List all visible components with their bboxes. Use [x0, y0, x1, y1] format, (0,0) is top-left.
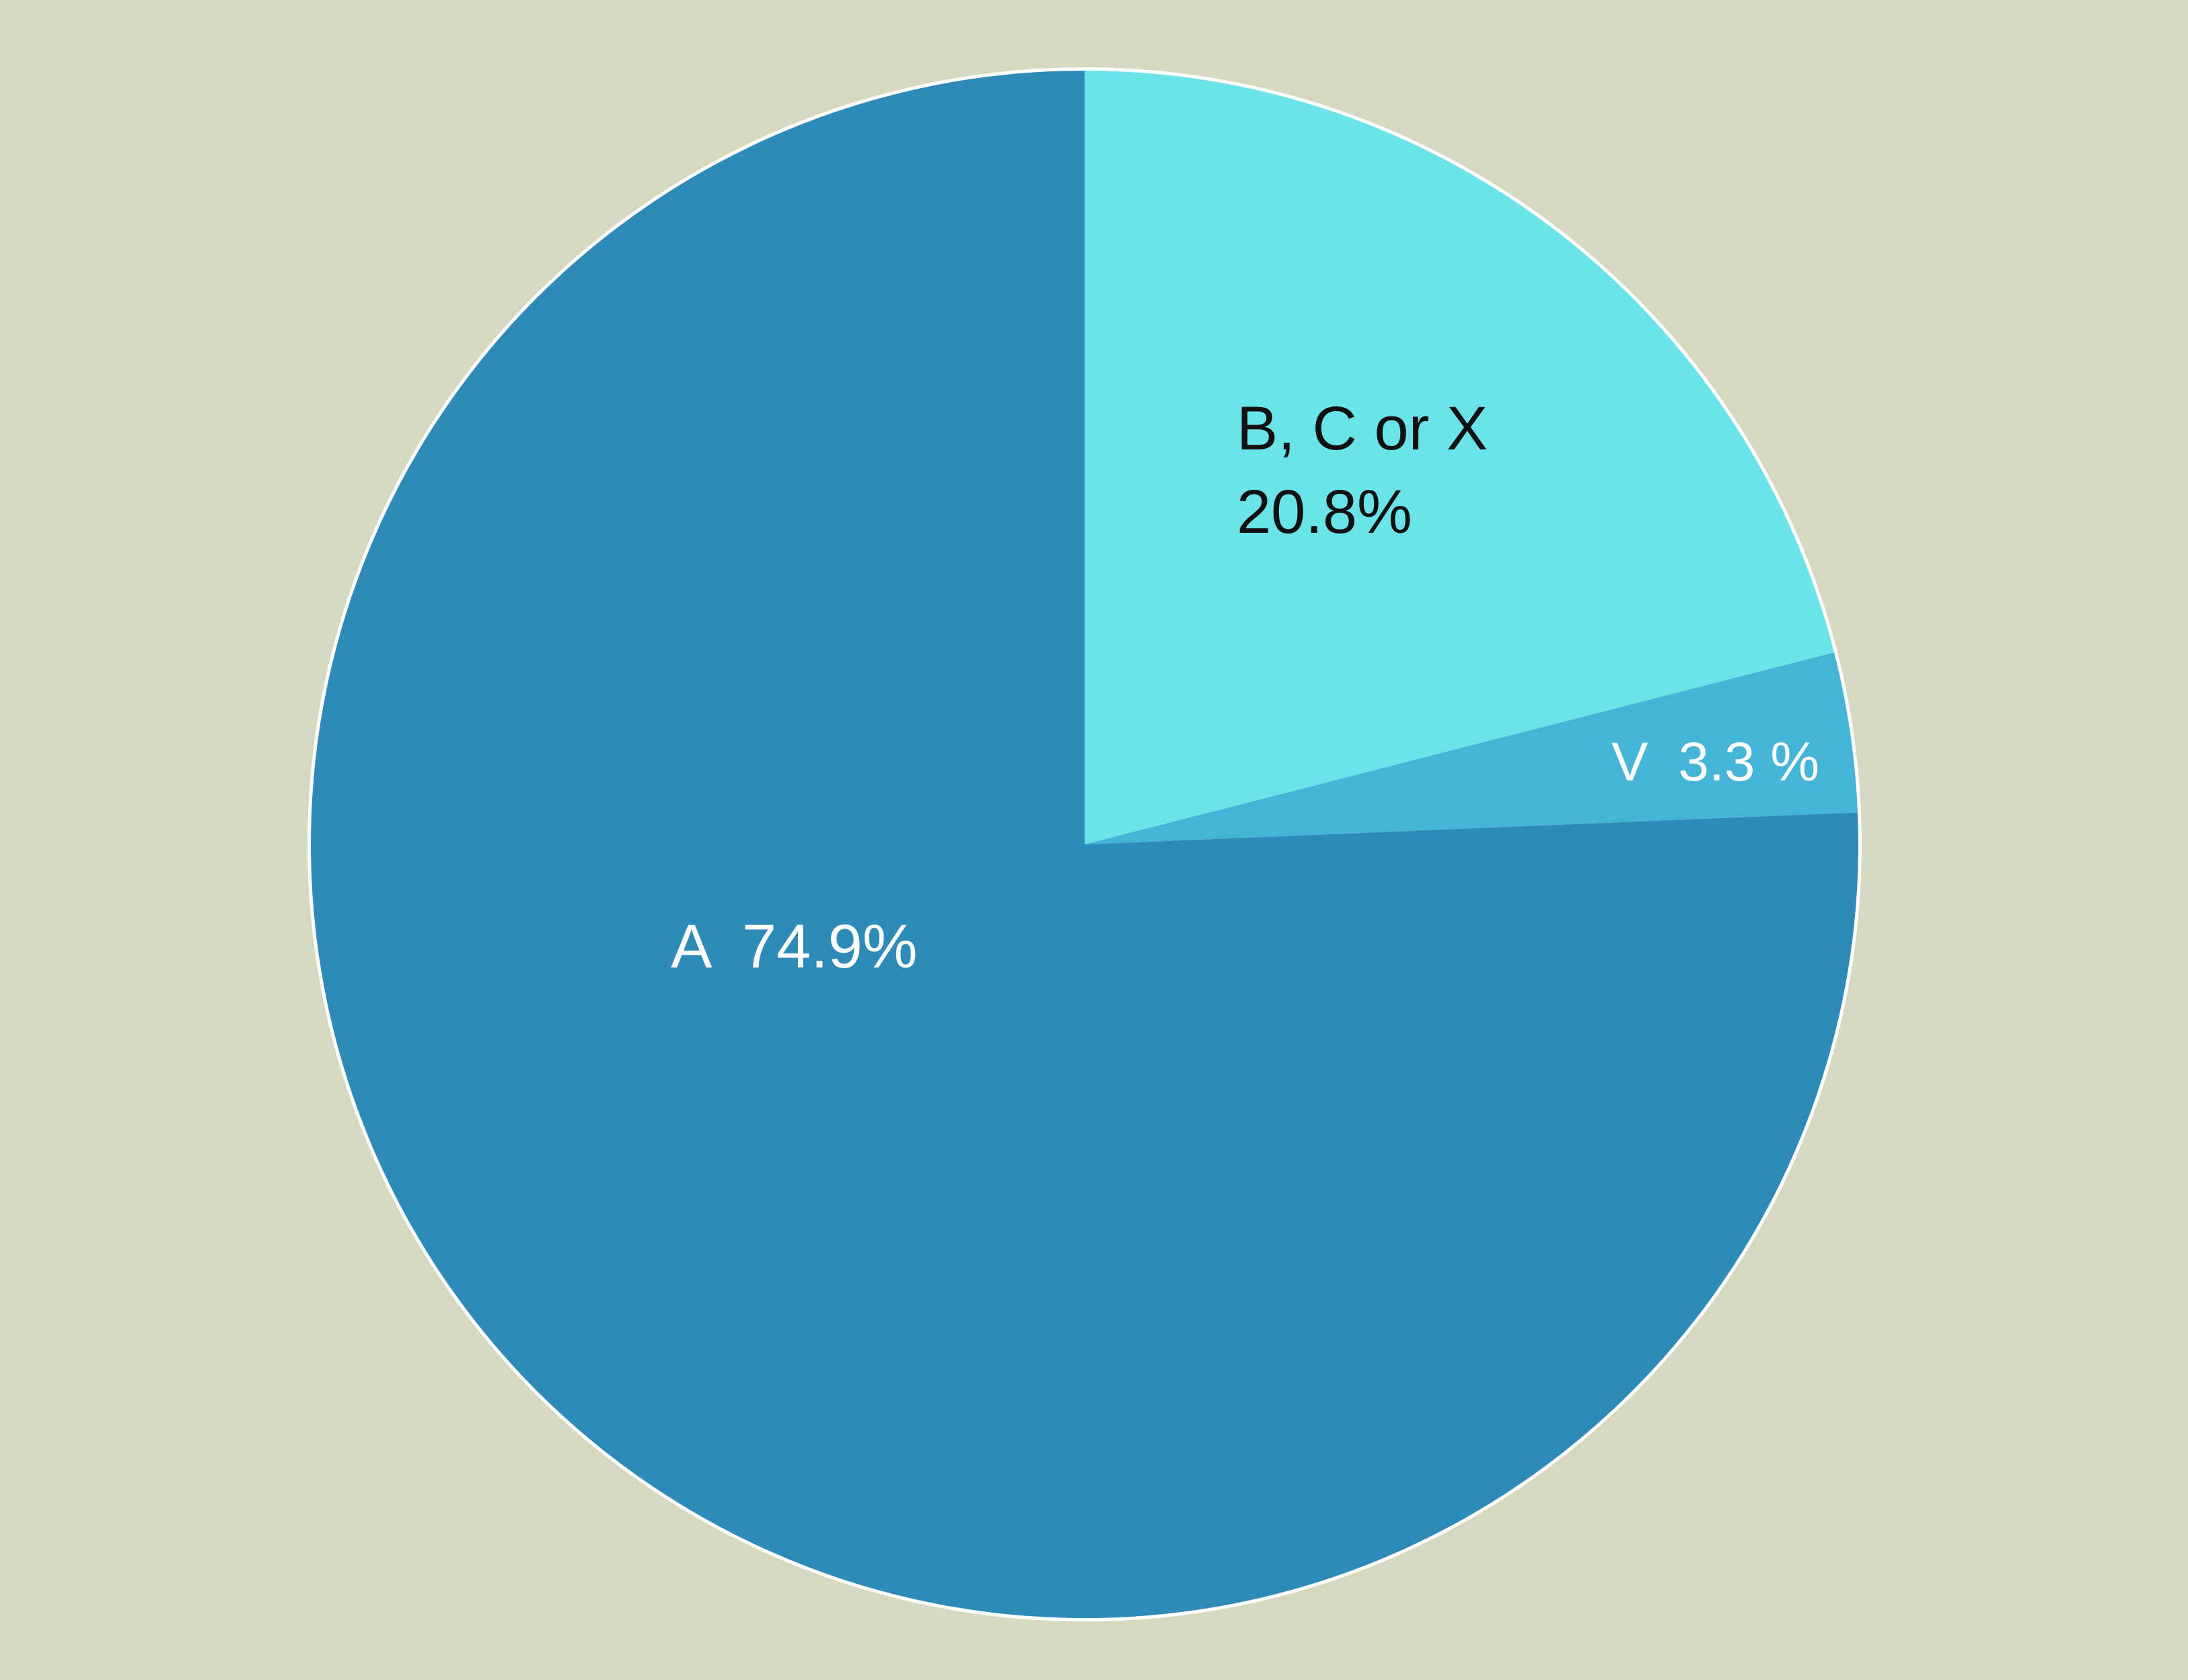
- slice-label-a-value: 74.9%: [742, 912, 918, 981]
- pie-slices: [310, 71, 1859, 1618]
- pie-slice-v: [1085, 652, 1858, 844]
- slice-label-a-name: A: [671, 912, 713, 981]
- slice-label-b-c-x-value: 20.8%: [1237, 478, 1412, 546]
- slice-label-b-c-x-name: B, C or X: [1237, 394, 1488, 463]
- pie-slice-a: [310, 71, 1859, 1618]
- slice-label-v-value: 3.3 %: [1679, 731, 1820, 793]
- pie-labels: B, C or X 20.8% V 3.3 % A 74.9%: [671, 394, 1819, 981]
- slice-label-v: V 3.3 %: [1611, 731, 1819, 793]
- slice-label-a: A 74.9%: [671, 912, 918, 981]
- pie-slice-b-c-or-x: [1085, 71, 1835, 844]
- slice-label-v-name: V: [1611, 731, 1648, 793]
